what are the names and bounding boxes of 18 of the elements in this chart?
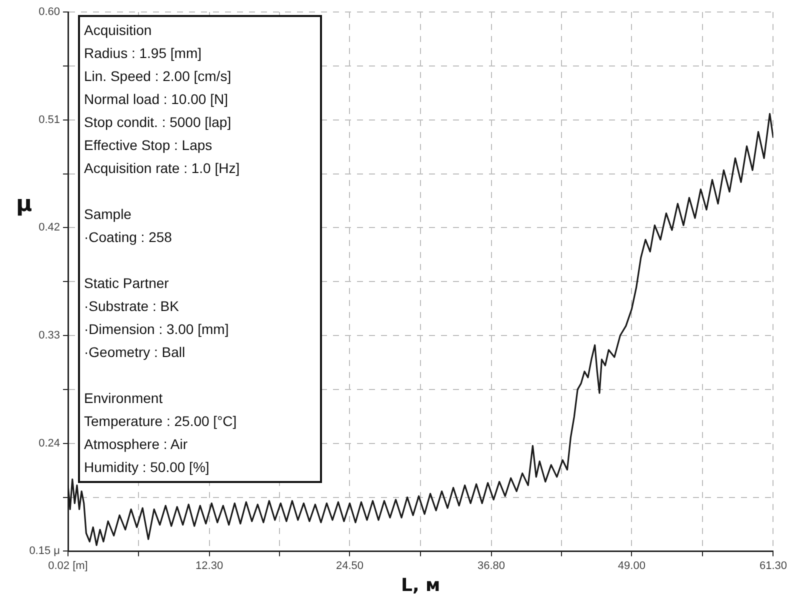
y-tick-label: 0.15 μ — [29, 545, 60, 558]
y-tick-label: 0.24 — [38, 437, 60, 450]
x-tick-label: 0.02 [m] — [48, 560, 88, 572]
x-axis-title: L, м — [400, 574, 440, 596]
x-tick-label: 61.30 — [759, 560, 787, 572]
y-tick-label: 0.33 — [38, 330, 60, 342]
annotation: Environment Temperature : 25.00 [°C] Atmosphere : Air Humidity : 50.00 [%] — [84, 389, 238, 477]
y-tick-label: 0.60 — [38, 6, 60, 18]
x-tick-label: 24.50 — [336, 560, 364, 572]
annotation: Static Partner ·Substrate : BK ·Dimension : 3.00 [mm] ·Geometry : Ball — [84, 274, 230, 362]
y-axis-title: μ — [16, 192, 32, 217]
annotation: Acquisition Radius : 1.95 [mm] Lin. Speed : 2.00 [cm/s] Normal load : 10.00 [N] Stop condit. : 5000 [lap] Effective Stop : Laps Acquisition rate : 1.0 [Hz] — [84, 21, 241, 178]
y-tick-label: 0.51 — [38, 114, 60, 126]
x-tick-label: 12.30 — [196, 560, 224, 572]
annotation: Sample ·Coating : 258 — [84, 205, 173, 247]
y-tick-label: 0.42 — [38, 222, 60, 234]
x-tick-label: 36.80 — [478, 560, 506, 572]
x-tick-label: 49.00 — [618, 560, 646, 572]
